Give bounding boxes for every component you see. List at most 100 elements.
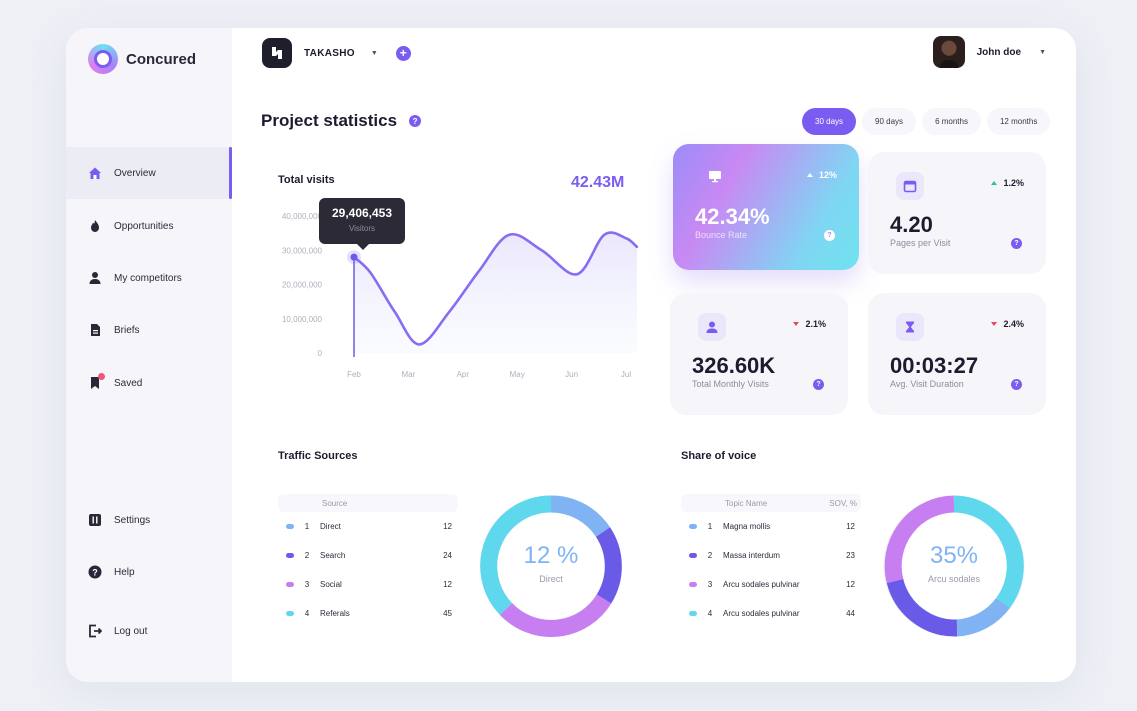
table-row[interactable]: 2 Search 24 (278, 541, 458, 570)
stat-value: 4.20 (890, 212, 933, 237)
range-12-months[interactable]: 12 months (986, 108, 1051, 135)
row-value: 44 (846, 609, 855, 618)
stat-delta: 2.1% (793, 319, 826, 329)
sidebar-item-label: Settings (114, 514, 151, 526)
workspace-switcher[interactable]: TAKASHO ▼ + (262, 38, 411, 68)
x-tick-label: May (510, 370, 525, 379)
row-name: Search (320, 551, 346, 560)
range-30-days[interactable]: 30 days (802, 108, 857, 135)
table-row[interactable]: 3 Arcu sodales pulvinar 12 (681, 570, 861, 599)
y-tick-label: 40,000,000 (282, 212, 323, 221)
stat-card-avg-visit-duration[interactable]: 2.4% 00:03:27 Avg. Visit Duration ? (868, 293, 1046, 415)
range-90-days[interactable]: 90 days (862, 108, 917, 135)
home-icon (88, 166, 102, 180)
info-icon[interactable]: ? (1011, 238, 1022, 249)
sidebar-item-overview[interactable]: Overview (66, 147, 232, 199)
stat-card-pages-per-visit[interactable]: 1.2% 4.20 Pages per Visit ? (868, 152, 1046, 274)
tooltip-value: 29,406,453 (331, 206, 393, 220)
donut-segment-referals (480, 495, 552, 615)
row-name: Magna mollis (723, 522, 771, 531)
share-of-voice-donut-chart[interactable] (879, 491, 1029, 641)
range-6-months[interactable]: 6 months (922, 108, 981, 135)
column-header: SOV, % (829, 498, 857, 508)
visits-line (352, 231, 639, 346)
row-number: 2 (304, 551, 310, 560)
traffic-sources-table: Source 1 Direct 12 2 Search 24 3 Social … (278, 494, 458, 628)
table-row[interactable]: 4 Referals 45 (278, 599, 458, 628)
stat-delta: 1.2% (991, 178, 1024, 188)
chevron-down-icon[interactable]: ▼ (1039, 48, 1046, 56)
legend-swatch (286, 524, 294, 529)
workspace-logo-icon (262, 38, 292, 68)
avatar[interactable] (932, 36, 965, 68)
stat-card-total-monthly-visits[interactable]: 2.1% 326.60K Total Monthly Visits ? (670, 293, 848, 415)
donut-label: Direct (539, 574, 563, 584)
chevron-down-icon[interactable]: ▼ (370, 49, 378, 57)
sidebar-item-opportunities[interactable]: Opportunities (66, 200, 232, 252)
donut-label: Arcu sodales (927, 574, 981, 584)
table-row[interactable]: 3 Social 12 (278, 570, 458, 599)
user-menu[interactable]: John doe ▼ (932, 36, 1046, 68)
info-icon[interactable]: ? (409, 115, 422, 127)
workspace-name: TAKASHO (304, 47, 355, 59)
table-header: Source (278, 494, 458, 512)
visits-chart[interactable]: 40,000,000 30,000,000 20,000,000 10,000,000… (262, 198, 639, 388)
chart-total: 42.43M (571, 174, 625, 191)
column-header: Source (322, 498, 348, 508)
calendar-icon (896, 172, 924, 200)
sidebar-item-settings[interactable]: Settings (66, 494, 232, 546)
tooltip-label: Visitors (348, 224, 376, 233)
row-name: Arcu sodales pulvinar (723, 609, 800, 618)
app-name: Concured (126, 50, 197, 68)
table-row[interactable]: 4 Arcu sodales pulvinar 44 (681, 599, 861, 628)
traffic-donut-chart[interactable] (476, 491, 626, 641)
info-icon[interactable]: ? (1011, 379, 1022, 390)
donut-segment-cyan (953, 495, 1024, 609)
x-tick-label: Apr (457, 370, 470, 379)
svg-text:?: ? (92, 567, 98, 577)
stat-label: Avg. Visit Duration (890, 379, 964, 389)
legend-swatch (286, 553, 294, 558)
row-name: Arcu sodales pulvinar (723, 580, 800, 589)
stat-delta: 2.4% (991, 319, 1024, 329)
table-header: Topic Name SOV, % (681, 494, 861, 512)
legend-swatch (689, 582, 697, 587)
row-value: 24 (443, 551, 452, 560)
stat-card-bounce-rate[interactable]: 12% 42.34% Bounce Rate ? (673, 144, 859, 270)
marker-point[interactable] (350, 253, 358, 261)
traffic-sources-title: Traffic Sources (278, 450, 358, 462)
user-name: John doe (976, 46, 1022, 58)
sidebar-item-label: My competitors (114, 272, 182, 284)
donut-value: 12 % (523, 542, 579, 569)
sidebar-item-briefs[interactable]: Briefs (66, 304, 232, 356)
legend-swatch (286, 611, 294, 616)
sidebar-item-label: Saved (114, 377, 143, 389)
app-logo[interactable]: Concured (88, 44, 196, 74)
chart-title: Total visits (278, 174, 335, 186)
table-row[interactable]: 1 Direct 12 (278, 512, 458, 541)
donut-value: 35% (929, 542, 979, 569)
table-row[interactable]: 2 Massa interdum 23 (681, 541, 861, 570)
row-name: Social (320, 580, 342, 589)
stat-label: Pages per Visit (890, 238, 951, 248)
info-icon[interactable]: ? (813, 379, 824, 390)
add-project-button[interactable]: + (395, 45, 411, 61)
sidebar-item-help[interactable]: ? Help (66, 546, 232, 598)
flame-icon (88, 219, 102, 233)
column-header: Topic Name (725, 498, 768, 508)
legend-swatch (689, 524, 697, 529)
table-row[interactable]: 1 Magna mollis 12 (681, 512, 861, 541)
x-tick-label: Jun (565, 370, 578, 379)
bookmark-icon (88, 373, 105, 390)
sidebar-item-logout[interactable]: Log out (66, 605, 232, 657)
info-icon[interactable]: ? (824, 230, 835, 241)
legend-swatch (286, 582, 294, 587)
help-circle-icon: ? (88, 565, 102, 579)
page-title: Project statistics ? (261, 111, 422, 131)
row-value: 12 (846, 580, 855, 589)
sidebar-item-saved[interactable]: Saved (66, 357, 232, 409)
row-number: 2 (707, 551, 713, 560)
row-number: 1 (707, 522, 713, 531)
traffic-donut-center: 12 % Direct (476, 542, 626, 584)
sidebar-item-my-competitors[interactable]: My competitors (66, 252, 232, 304)
